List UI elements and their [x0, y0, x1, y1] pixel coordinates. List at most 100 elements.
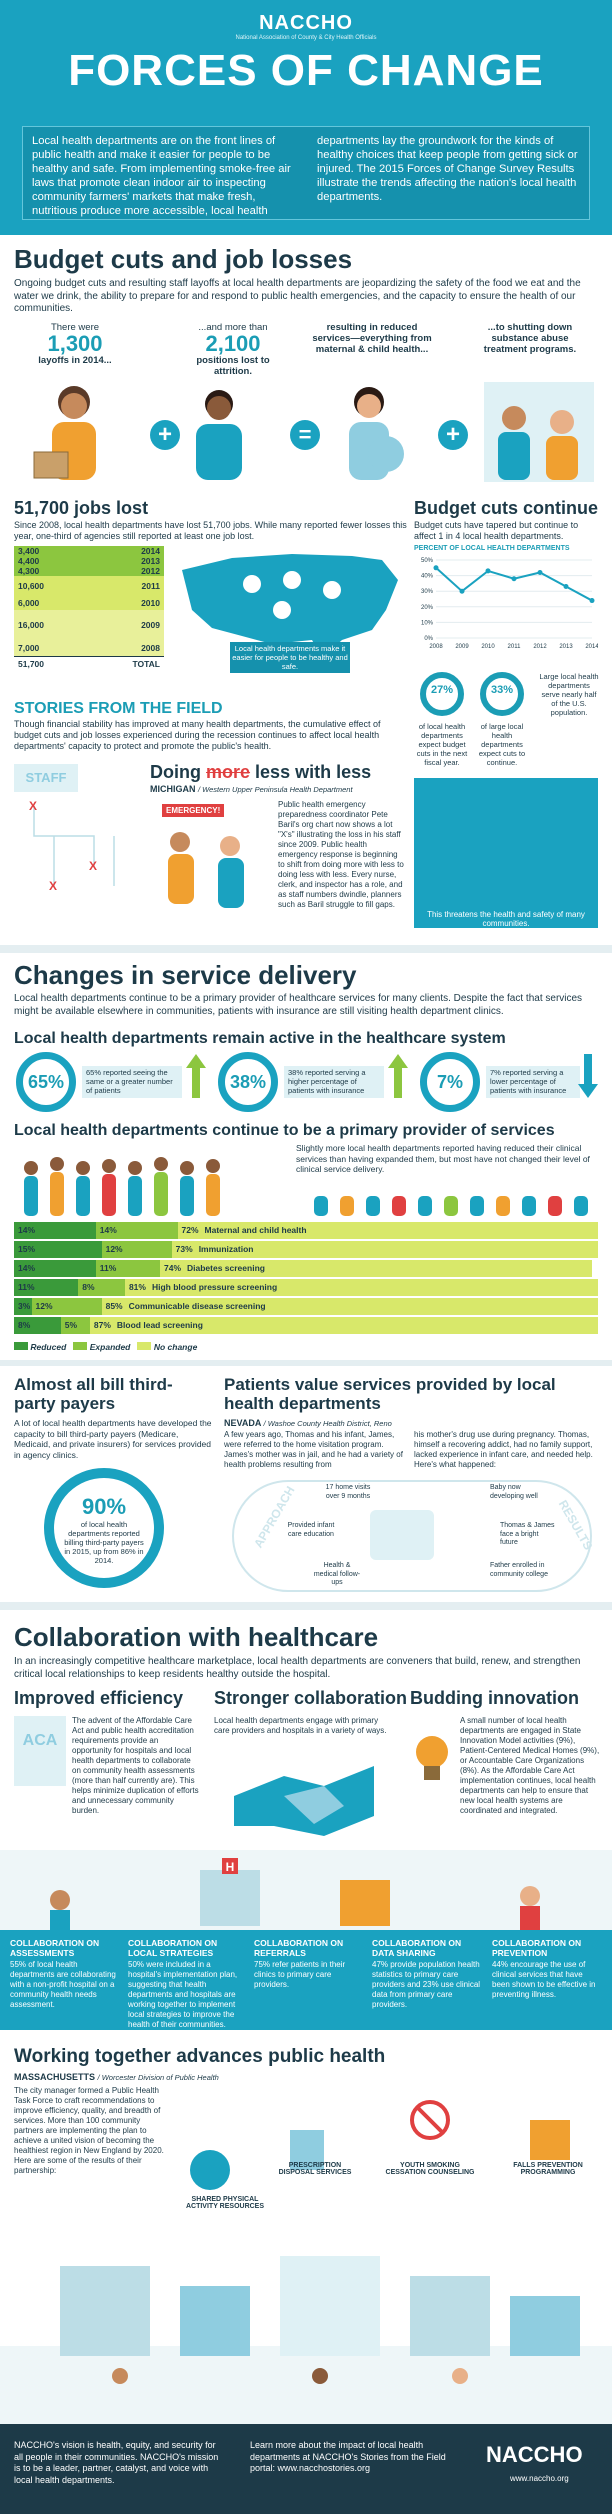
stat-layoffs-post: layoffs in 2014... [38, 355, 112, 366]
footer: NACCHO's vision is health, equity, and s… [0, 2424, 612, 2514]
table-cell: 2008 [141, 643, 160, 653]
table-row: 6,000 2010 [14, 596, 164, 610]
bar-segment-nochange: 74% Diabetes screening [159, 1260, 593, 1277]
bar-row: 11% 8% 81% High blood pressure screening [14, 1279, 598, 1296]
y-tick-label: 50% [421, 558, 434, 564]
bar-segment-nochange: 87% Blood lead screening [89, 1317, 598, 1334]
x-tick-label: 2010 [481, 644, 495, 650]
section-divider [0, 1360, 612, 1366]
person-layoff-illustration [33, 386, 96, 480]
bar-segment-expanded: 14% [95, 1222, 178, 1239]
collab-box-text: 75% refer patients in their clinics to p… [254, 1960, 346, 1989]
table-row: 4,400 2013 [14, 556, 164, 566]
bar-category-label: Maternal and child health [204, 1225, 307, 1235]
collab-box-head: COLLABORATION ON DATA SHARING [372, 1938, 462, 1958]
pct-65-text: 65% reported seeing the same or a greate… [82, 1066, 182, 1098]
jobs-lost-title: 51,700 jobs lost [14, 498, 149, 518]
plus-sign-1: + [150, 420, 180, 450]
efficiency-text: The advent of the Affordable Care Act an… [72, 1716, 199, 1815]
bar-value-label: 14% [99, 1225, 117, 1235]
svg-text:X: X [89, 859, 97, 873]
pct-65-circle: 65% [16, 1052, 76, 1112]
bar-row: 14% 11% 74% Diabetes screening [14, 1260, 598, 1277]
bar-value-label: 81% [128, 1282, 146, 1292]
x-tick-label: 2013 [559, 644, 573, 650]
bar-segment-expanded: 8% [78, 1279, 125, 1296]
table-cell: TOTAL [132, 659, 160, 669]
lightbulb-icon [416, 1736, 448, 1780]
together-icons [190, 2100, 570, 2190]
ring-chart-27 [420, 672, 464, 716]
table-total-row: 51,700 TOTAL [14, 656, 164, 670]
up-arrow-shaft [394, 1068, 402, 1098]
header-banner: NACCHO National Association of County & … [0, 0, 612, 235]
nevada-story-1: A few years ago, Thomas and his infant, … [224, 1430, 403, 1469]
svg-text:X: X [49, 879, 57, 893]
bar-row: 14% 14% 72% Maternal and child health [14, 1222, 598, 1239]
bar-category-label: Immunization [198, 1244, 254, 1254]
person-attrition-illustration [196, 390, 242, 480]
efficiency-title: Improved efficiency [14, 1688, 184, 1708]
page-title: FORCES OF CHANGE [68, 46, 544, 95]
staff-org-chart: X X X [29, 799, 115, 893]
us-map [182, 554, 398, 658]
michigan-story: Public health emergency preparedness coo… [278, 800, 404, 909]
bar-row: 15% 12% 73% Immunization [14, 1241, 598, 1258]
bar-row: 8% 5% 87% Blood lead screening [14, 1317, 598, 1334]
mass-location: MASSACHUSETTS / Worcester Division of Pu… [14, 2072, 219, 2082]
bar-value-label: 87% [93, 1320, 111, 1330]
section-divider [0, 945, 612, 953]
table-cell: 2014 [141, 546, 160, 556]
bar-row: 3% 12% 85% Communicable disease screening [14, 1298, 598, 1315]
nevada-story-2: his mother's drug use during pregnancy. … [414, 1430, 593, 1469]
bar-value-label: 14% [18, 1225, 36, 1235]
ring-27-label: 27% [430, 684, 454, 696]
up-arrow-shaft [192, 1068, 200, 1098]
legend-swatch-expanded [73, 1342, 88, 1350]
y-tick-label: 10% [421, 620, 434, 626]
down-arrow-shaft [584, 1054, 592, 1084]
collab-prevention: COLLABORATION ON PREVENTION 44% encourage… [492, 1938, 602, 2000]
collab-box-head: COLLABORATION ON PREVENTION [492, 1938, 582, 1958]
table-row: 10,600 2011 [14, 576, 164, 596]
table-cell: 16,000 [18, 620, 44, 630]
innovation-text: A small number of local health departmen… [460, 1716, 600, 1815]
bar-segment-reduced: 15% [14, 1241, 102, 1258]
table-cell: 2010 [141, 598, 160, 608]
bar-value-label: 11% [18, 1282, 35, 1292]
collab-assessments: COLLABORATION ON ASSESSMENTS 55% of local… [10, 1938, 120, 2010]
collab-box-text: 44% encourage the use of clinical servic… [492, 1960, 596, 1999]
bar-value-label: 12% [35, 1301, 53, 1311]
bar-segment-reduced: 14% [14, 1260, 96, 1277]
budget-cuts-text: Budget cuts have tapered but continue to… [414, 520, 579, 541]
active-title: Local health departments remain active i… [14, 1030, 506, 1047]
footer-learn[interactable]: Learn more about the impact of local hea… [250, 2440, 446, 2473]
logo-subtitle: National Association of County & City He… [235, 35, 377, 41]
bars-legend: Reduced Expanded No change [14, 1342, 598, 1352]
collab-boxes-band [0, 1930, 612, 2030]
budget-cuts-title: Budget cuts continue [414, 498, 598, 518]
bar-category-label: Communicable disease screening [128, 1301, 266, 1311]
stat-layoffs-pre: There were [50, 322, 100, 333]
x-tick-label: 2011 [508, 644, 522, 650]
table-row: 3,400 2014 [14, 546, 164, 556]
emergency-sign: EMERGENCY! [162, 804, 225, 817]
bar-segment-nochange: 73% Immunization [171, 1241, 598, 1258]
data-point [459, 588, 465, 594]
provider-title: Local health departments continue to be … [14, 1122, 555, 1139]
bar-value-label: 8% [82, 1282, 95, 1292]
bar-segment-nochange: 72% Maternal and child health [177, 1222, 598, 1239]
location-agency: / Washoe County Health District, Reno [263, 1419, 392, 1428]
collab-box-head: COLLABORATION ON ASSESSMENTS [10, 1938, 100, 1958]
doing-rest: less with less [255, 762, 372, 782]
data-point [589, 598, 595, 604]
ring-33-text: of large local health departments expect… [478, 722, 526, 767]
provider-text: Slightly more local health departments r… [296, 1143, 590, 1174]
table-cell: 4,300 [18, 566, 40, 576]
table-cell: 6,000 [18, 598, 40, 608]
results-item-3: Father enrolled in community college [490, 1562, 548, 1578]
table-cell: 10,600 [18, 581, 44, 591]
approach-results-diagram [232, 1480, 592, 1592]
treatment-scene-illustration [484, 382, 594, 482]
footer-url[interactable]: www.naccho.org [510, 2474, 569, 2483]
